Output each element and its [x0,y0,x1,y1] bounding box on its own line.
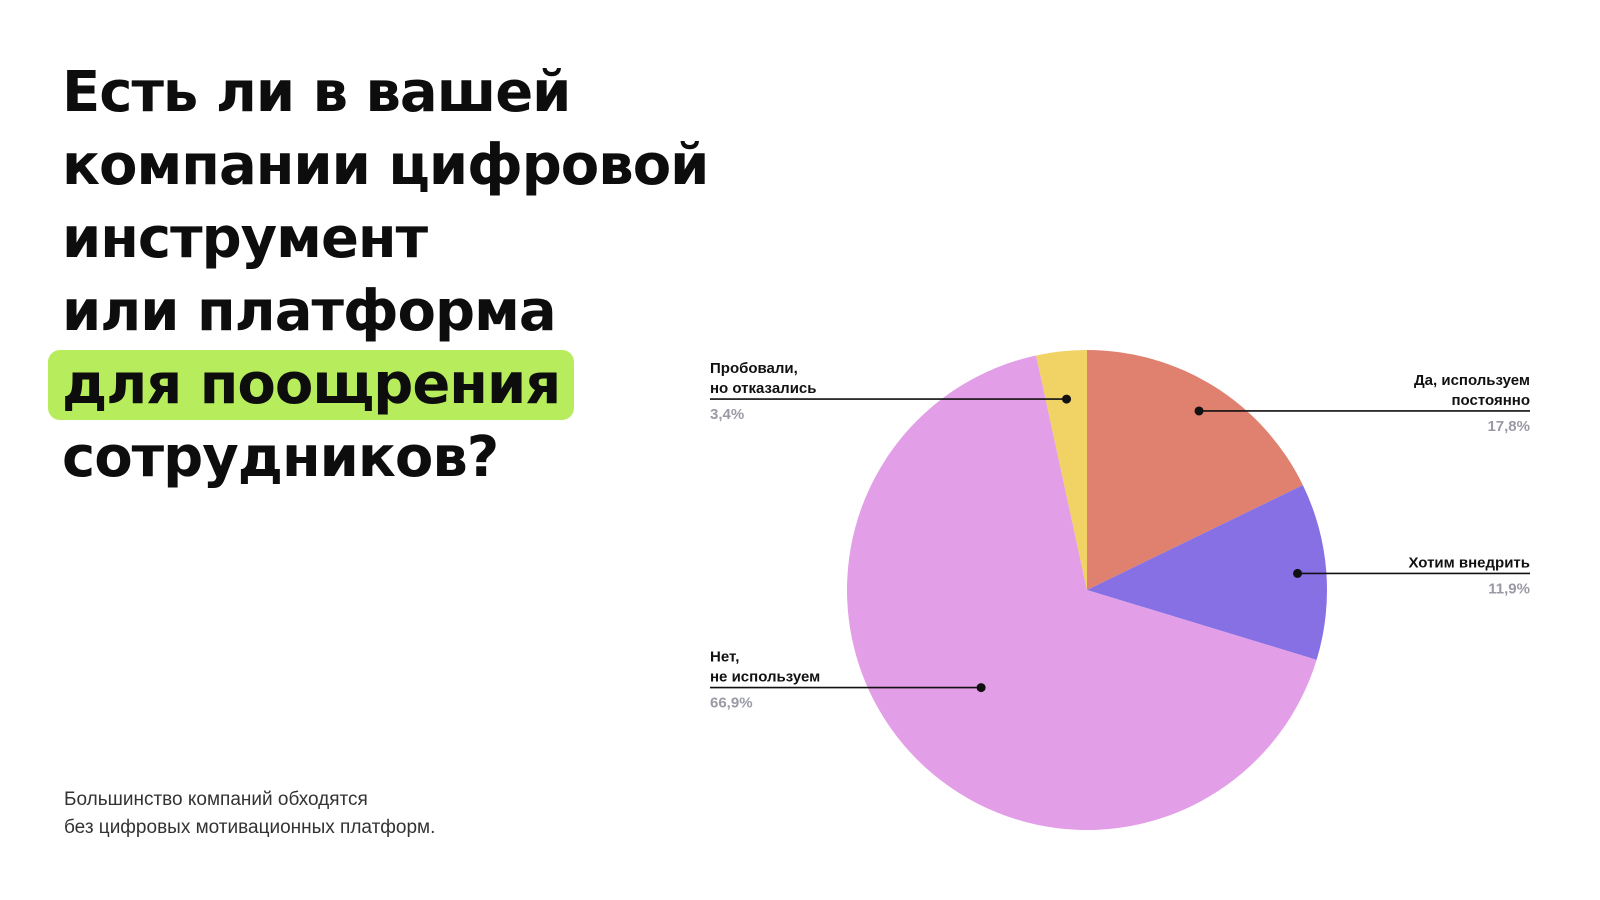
title-line: инструмент [62,206,428,271]
subtitle-line: Большинство компаний обходятся [64,789,368,810]
slice-label: Пробовали, [710,360,798,377]
slice-value-label: 66,9% [710,695,753,712]
title-line: Есть ли в вашей [62,60,571,125]
title-line: или платформа [62,279,557,344]
title-line: сотрудников? [62,425,499,490]
pie-slice [1087,350,1303,590]
leader-dot [976,683,986,693]
pie-slice [1087,485,1328,660]
slice-label: Да, используем [1414,372,1530,389]
slice-label: но отказались [710,380,816,397]
leader-dot [1062,394,1072,404]
slice-value-label: 3,4% [710,406,744,423]
slice-label: Нет, [710,649,739,666]
pie-slice [1036,350,1087,590]
page-title: Есть ли в вашей компании цифровой инстру… [48,56,722,494]
slice-label: не используем [710,669,820,686]
title-line: компании цифровой [62,133,709,198]
leader-dot [1293,568,1303,578]
pie-slice [846,355,1317,831]
subtitle: Большинство компаний обходятся без цифро… [64,786,435,842]
slice-label: Хотим внедрить [1408,554,1530,571]
slice-value-label: 11,9% [1488,580,1530,597]
leader-dot [1194,406,1204,416]
slice-value-label: 17,8% [1487,418,1530,435]
subtitle-line: без цифровых мотивационных платформ. [64,817,436,838]
slice-label: постоянно [1451,392,1530,409]
title-highlight: для поощрения [48,350,575,420]
